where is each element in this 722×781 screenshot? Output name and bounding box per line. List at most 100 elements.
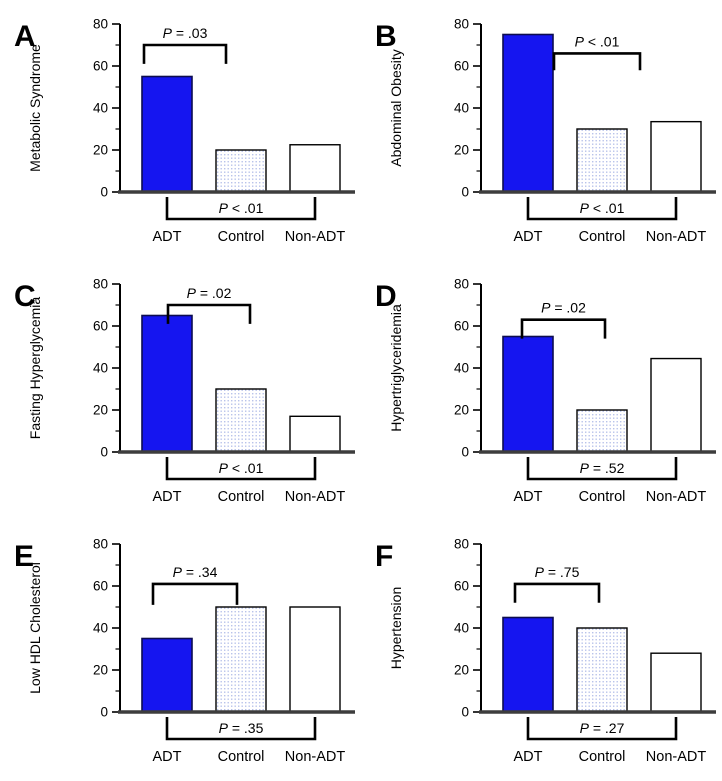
top-bracket xyxy=(552,52,642,71)
bar-non-adt xyxy=(650,652,702,713)
chart-metabolic-syndrome: Metabolic Syndrome 0 20 40 60 80 P = .03 P < .0… xyxy=(27,17,355,245)
bar-adt xyxy=(502,33,554,193)
top-bracket xyxy=(142,43,228,64)
y-tick-label: 80 xyxy=(454,17,469,32)
y-axis-label: Metabolic Syndrome xyxy=(27,44,43,172)
panel-b: B Abdominal Obesity 0 20 40 60 80 P < .01 P < .… xyxy=(361,0,722,260)
y-tick-label: 40 xyxy=(93,621,108,636)
y-tick-label: 40 xyxy=(93,361,108,376)
top-bracket-p-value: P = .02 xyxy=(541,300,586,316)
y-tick-label: 80 xyxy=(454,277,469,292)
panel-d: D Hypertriglyceridemia 0 20 40 60 80 P = .02 P … xyxy=(361,260,722,520)
y-tick-label: 40 xyxy=(454,361,469,376)
chart-hypertension: Hypertension 0 20 40 60 80 P = .75 P = .27 ADT Co… xyxy=(388,537,716,765)
y-tick-label: 60 xyxy=(454,319,469,334)
bottom-bracket xyxy=(526,197,678,221)
y-tick-label: 80 xyxy=(93,277,108,292)
y-tick-label: 20 xyxy=(454,403,469,418)
panel-a: A Metabolic Syndrome 0 20 40 60 80 P = .03 P < … xyxy=(0,0,361,260)
x-category-label: Non-ADT xyxy=(285,749,346,765)
y-tick-label: 60 xyxy=(454,59,469,74)
bar-control xyxy=(215,388,267,453)
bar-non-adt xyxy=(289,144,341,193)
x-category-label: Non-ADT xyxy=(646,229,707,245)
bar-non-adt xyxy=(650,120,702,193)
top-bracket-p-value: P = .75 xyxy=(535,564,580,580)
y-tick-label: 40 xyxy=(454,101,469,116)
bottom-bracket xyxy=(526,717,678,741)
y-axis-label: Hypertension xyxy=(388,587,404,670)
bar-control xyxy=(576,128,628,193)
x-category-label: Control xyxy=(579,229,626,245)
bottom-bracket-p-value: P < .01 xyxy=(219,460,264,476)
y-tick-label: 0 xyxy=(461,185,469,200)
chart-low-hdl-cholesterol: Low HDL Cholesterol 0 20 40 60 80 P = .34 P = .… xyxy=(27,537,355,765)
bar-adt xyxy=(502,616,554,713)
bottom-bracket-p-value: P = .35 xyxy=(219,720,264,736)
top-bracket xyxy=(151,582,239,605)
bottom-bracket xyxy=(165,717,317,741)
panel-letter-d: D xyxy=(375,280,397,313)
panel-letter-c: C xyxy=(14,280,36,313)
y-tick-label: 40 xyxy=(93,101,108,116)
x-category-label: ADT xyxy=(153,229,182,245)
panel-letter-f: F xyxy=(375,540,394,573)
x-category-label: Non-ADT xyxy=(285,229,346,245)
bar-control xyxy=(576,409,628,453)
bottom-bracket-p-value: P = .52 xyxy=(580,460,625,476)
bar-control xyxy=(576,627,628,713)
x-category-label: Control xyxy=(579,749,626,765)
y-tick-label: 60 xyxy=(454,579,469,594)
top-bracket-p-value: P < .01 xyxy=(575,33,620,49)
bar-non-adt xyxy=(650,357,702,453)
x-category-label: Non-ADT xyxy=(646,489,707,505)
x-category-label: Non-ADT xyxy=(285,489,346,505)
bar-control xyxy=(215,149,267,193)
x-category-label: ADT xyxy=(514,229,543,245)
top-bracket-p-value: P = .34 xyxy=(173,564,218,580)
bar-non-adt xyxy=(289,415,341,453)
y-tick-label: 80 xyxy=(93,537,108,552)
y-tick-label: 40 xyxy=(454,621,469,636)
bottom-bracket-p-value: P = .27 xyxy=(580,720,625,736)
bar-adt xyxy=(141,637,193,713)
y-tick-label: 0 xyxy=(461,705,469,720)
y-tick-label: 20 xyxy=(454,143,469,158)
y-tick-label: 60 xyxy=(93,319,108,334)
chart-hypertriglyceridemia: Hypertriglyceridemia 0 20 40 60 80 P = .02 P = … xyxy=(388,277,716,505)
x-category-label: ADT xyxy=(514,749,543,765)
y-tick-label: 0 xyxy=(100,705,108,720)
y-axis-label: Low HDL Cholesterol xyxy=(27,562,43,694)
y-axis-label: Hypertriglyceridemia xyxy=(388,304,404,432)
y-tick-label: 20 xyxy=(454,663,469,678)
y-tick-label: 20 xyxy=(93,143,108,158)
bar-adt xyxy=(141,75,193,193)
y-tick-label: 0 xyxy=(100,185,108,200)
bar-adt xyxy=(502,335,554,453)
x-category-label: ADT xyxy=(153,749,182,765)
bar-control xyxy=(215,606,267,713)
x-category-label: ADT xyxy=(514,489,543,505)
x-category-label: Control xyxy=(218,229,265,245)
y-axis-label: Fasting Hyperglycemia xyxy=(27,297,43,440)
bottom-bracket xyxy=(165,457,317,481)
bottom-bracket xyxy=(526,457,678,481)
top-bracket-p-value: P = .03 xyxy=(163,25,208,41)
x-category-label: Control xyxy=(218,489,265,505)
y-tick-label: 80 xyxy=(93,17,108,32)
panel-letter-b: B xyxy=(375,20,397,53)
y-tick-label: 60 xyxy=(93,579,108,594)
top-bracket xyxy=(513,582,601,603)
top-bracket xyxy=(520,318,607,339)
y-tick-label: 0 xyxy=(461,445,469,460)
panel-letter-e: E xyxy=(14,540,35,573)
panel-e: E Low HDL Cholesterol 0 20 40 60 80 P = .34 P =… xyxy=(0,520,361,780)
y-tick-label: 20 xyxy=(93,403,108,418)
bar-adt xyxy=(141,314,193,453)
top-bracket-p-value: P = .02 xyxy=(187,285,232,301)
x-category-label: Control xyxy=(218,749,265,765)
y-tick-label: 0 xyxy=(100,445,108,460)
x-category-label: ADT xyxy=(153,489,182,505)
panel-letter-a: A xyxy=(14,20,36,53)
y-tick-label: 20 xyxy=(93,663,108,678)
